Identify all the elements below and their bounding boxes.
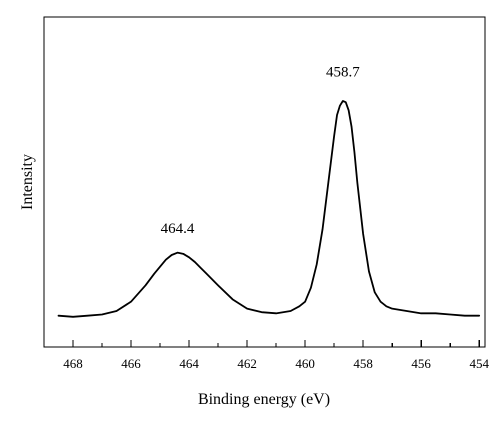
- x-tick-label-458: 458: [353, 356, 373, 371]
- x-axis-ticks: [72, 340, 480, 347]
- x-tick-label-454: 454: [469, 356, 489, 371]
- x-tick-label-460: 460: [295, 356, 315, 371]
- peak-label-458-7: 458.7: [326, 65, 360, 81]
- plot-frame: [43, 16, 486, 348]
- x-tick-label-464: 464: [179, 356, 199, 371]
- x-axis-label: Binding energy (eV): [198, 391, 330, 408]
- x-tick-label-468: 468: [63, 356, 83, 371]
- peak-label-464-4: 464.4: [161, 221, 195, 237]
- x-tick-label-462: 462: [237, 356, 257, 371]
- x-axis-tick-labels: 468 466 464 462 460 458 456 454: [63, 356, 489, 371]
- x-tick-label-466: 466: [121, 356, 141, 371]
- y-axis-label: Intensity: [19, 154, 36, 210]
- x-tick-label-456: 456: [411, 356, 431, 371]
- peak-annotations: 464.4 458.7: [161, 65, 361, 237]
- spectrum-line: [57, 100, 481, 318]
